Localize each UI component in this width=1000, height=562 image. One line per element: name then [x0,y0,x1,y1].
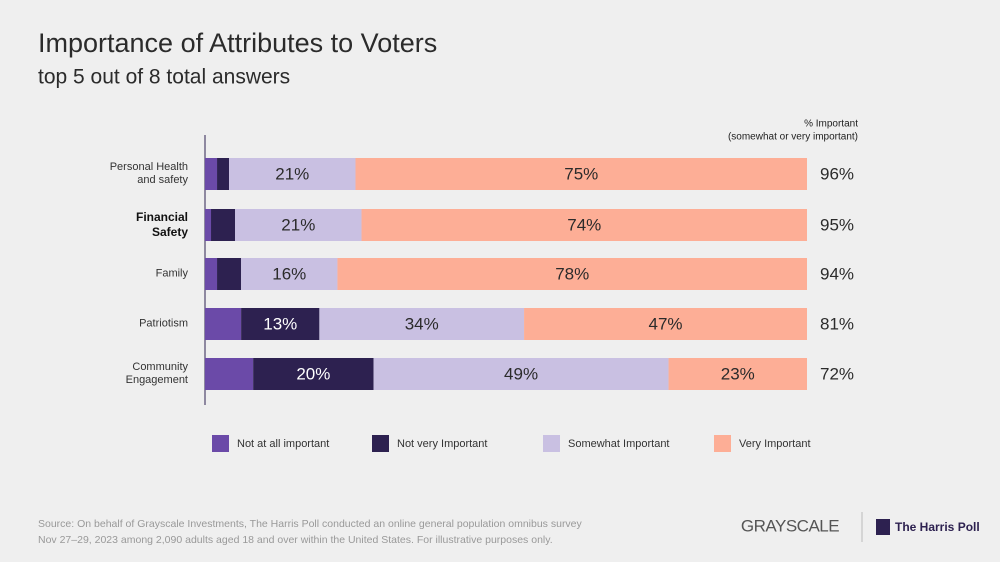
totals-subtitle: (somewhat or very important) [728,132,858,143]
bar-segment [319,308,525,340]
legend-label: Somewhat Important [568,438,670,450]
bar-segment [253,358,374,390]
total-label: 94% [820,264,854,283]
legend-swatch [714,435,731,452]
bar-segment [229,158,356,190]
bar-segment [355,158,807,190]
category-label: Personal Health and safety [109,161,188,186]
chart-subtitle: top 5 out of 8 total answers [38,66,290,89]
legend-label: Very Important [739,438,811,450]
bar-segment [241,308,320,340]
category-label: Family [155,267,188,280]
value-label: 16% [272,264,306,283]
bar-segment [217,258,242,290]
bar-segment [205,158,218,190]
value-label: 21% [281,215,315,234]
bar-segment [668,358,807,390]
bar-segment [373,358,669,390]
value-label: 47% [649,314,683,333]
bar-segment [211,209,236,241]
value-label: 21% [275,164,309,183]
bar-segment [205,258,218,290]
source-line: Source: On behalf of Grayscale Investmen… [38,518,583,530]
value-label: 78% [555,264,589,283]
bar-segment [217,158,230,190]
bar-segment [337,258,807,290]
legend-label: Not at all important [237,438,329,450]
bar-segment [235,209,362,241]
legend-swatch [372,435,389,452]
legend-swatch [212,435,229,452]
category-label: Patriotism [139,317,188,330]
total-label: 95% [820,215,854,234]
brand-grayscale: GRAYSCALE [741,516,839,535]
brand-harris: The Harris Poll [895,520,980,534]
value-label: 23% [721,364,755,383]
category-label: Community Engagement [125,361,188,386]
value-label: 74% [567,215,601,234]
bar-segment [205,209,212,241]
total-label: 96% [820,164,854,183]
total-label: 72% [820,364,854,383]
harris-logo [876,519,890,535]
value-label: 20% [296,364,330,383]
totals-title: % Important [804,119,858,130]
total-label: 81% [820,314,854,333]
value-label: 13% [263,314,297,333]
source-line: Nov 27–29, 2023 among 2,090 adults aged … [38,534,553,546]
bar-segment [524,308,807,340]
legend-swatch [543,435,560,452]
bar-segment [361,209,807,241]
legend-label: Not very Important [397,438,487,450]
bar-segment [205,358,254,390]
bar-segment [205,308,242,340]
value-label: 34% [405,314,439,333]
value-label: 75% [564,164,598,183]
chart-title: Importance of Attributes to Voters [38,28,437,58]
category-label: Financial Safety [135,210,188,239]
value-label: 49% [504,364,538,383]
bar-segment [241,258,338,290]
